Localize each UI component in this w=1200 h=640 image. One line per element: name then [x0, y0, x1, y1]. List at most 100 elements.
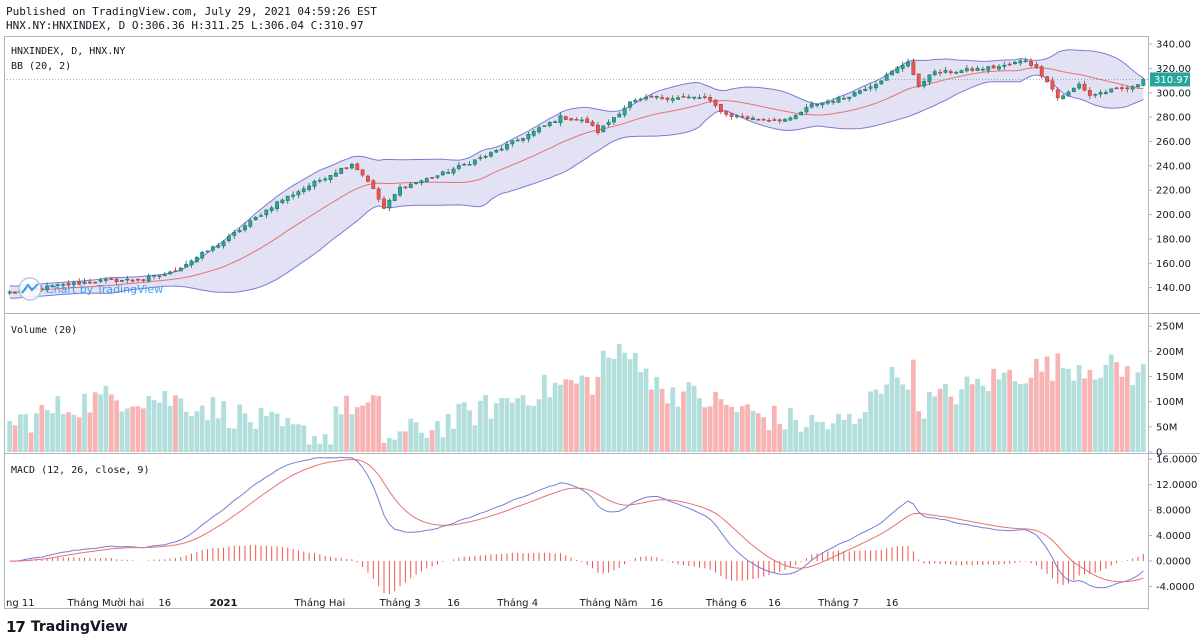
candle[interactable] [55, 283, 60, 288]
candle[interactable] [858, 88, 862, 95]
candle[interactable] [676, 95, 681, 100]
volume-bar[interactable] [424, 437, 430, 452]
volume-bar[interactable] [921, 418, 927, 452]
volume-bar[interactable] [344, 395, 349, 452]
candle[interactable] [777, 118, 782, 124]
candle[interactable] [1125, 85, 1130, 93]
candle[interactable] [387, 198, 392, 212]
candle[interactable] [1018, 59, 1023, 66]
candle[interactable] [932, 69, 937, 77]
candle[interactable] [152, 274, 156, 280]
volume-bar[interactable] [782, 429, 788, 452]
volume-bar[interactable] [173, 395, 178, 452]
candle[interactable] [820, 102, 825, 109]
volume-bar[interactable] [17, 414, 23, 452]
volume-bar[interactable] [643, 368, 649, 452]
volume-bar[interactable] [349, 414, 355, 452]
candle[interactable] [735, 114, 739, 119]
candle[interactable] [916, 73, 921, 88]
candle[interactable] [162, 271, 167, 277]
candle[interactable] [1114, 86, 1119, 90]
volume-bar[interactable] [889, 366, 895, 452]
volume-bar[interactable] [755, 413, 761, 452]
volume-bar[interactable] [504, 398, 510, 452]
volume-bar[interactable] [87, 412, 93, 452]
volume-bar[interactable] [317, 443, 323, 452]
candle[interactable] [451, 166, 456, 176]
candle[interactable] [350, 162, 354, 170]
volume-bar[interactable] [1092, 379, 1098, 452]
volume-bar[interactable] [1001, 372, 1007, 452]
volume-bar[interactable] [964, 376, 970, 452]
candle[interactable] [601, 125, 606, 133]
candle[interactable] [825, 98, 830, 106]
candle[interactable] [665, 96, 670, 103]
volume-bar[interactable] [263, 415, 269, 452]
volume-bar[interactable] [28, 432, 34, 452]
candle[interactable] [237, 227, 242, 233]
volume-bar[interactable] [1060, 367, 1066, 452]
candle[interactable] [745, 115, 750, 121]
volume-bar[interactable] [788, 407, 793, 452]
volume-bar[interactable] [600, 350, 606, 452]
candle[interactable] [980, 66, 985, 72]
candle[interactable] [815, 103, 820, 108]
candle[interactable] [724, 110, 729, 118]
candle[interactable] [783, 117, 787, 122]
volume-bar[interactable] [221, 401, 226, 452]
volume-bar[interactable] [1044, 356, 1050, 452]
volume-bar[interactable] [413, 422, 419, 452]
volume-bar[interactable] [205, 420, 210, 452]
candle[interactable] [168, 270, 173, 275]
volume-bar[interactable] [146, 396, 152, 452]
volume-bar[interactable] [638, 372, 644, 452]
candle[interactable] [943, 67, 948, 74]
volume-bar[interactable] [520, 395, 526, 452]
candle[interactable] [157, 275, 162, 280]
volume-bar[interactable] [531, 406, 537, 452]
volume-bar[interactable] [975, 378, 980, 452]
volume-bar[interactable] [237, 404, 242, 452]
volume-bar[interactable] [189, 416, 194, 452]
volume-bar[interactable] [451, 428, 456, 452]
candle[interactable] [579, 117, 584, 124]
volume-bar[interactable] [322, 434, 328, 452]
volume-bar[interactable] [509, 402, 515, 452]
volume-bar[interactable] [1028, 377, 1034, 452]
volume-bar[interactable] [1050, 380, 1055, 452]
footer-brand[interactable]: 𝟭𝟳 TradingView [6, 618, 128, 636]
candle[interactable] [729, 113, 734, 120]
volume-bar[interactable] [1071, 380, 1077, 452]
volume-bar[interactable] [980, 385, 986, 452]
candle[interactable] [446, 168, 451, 175]
candle[interactable] [574, 117, 579, 121]
volume-bar[interactable] [435, 421, 440, 452]
candle[interactable] [986, 65, 991, 74]
candle[interactable] [505, 141, 509, 152]
candle[interactable] [569, 117, 574, 122]
candle[interactable] [1130, 84, 1135, 93]
volume-bar[interactable] [985, 391, 991, 452]
candle[interactable] [970, 66, 975, 73]
candle[interactable] [104, 276, 108, 284]
volume-bar[interactable] [157, 402, 162, 452]
volume-bar[interactable] [1130, 385, 1136, 452]
candle[interactable] [884, 72, 889, 81]
candle[interactable] [1071, 87, 1076, 92]
volume-bar[interactable] [937, 388, 943, 452]
candle[interactable] [221, 239, 226, 249]
volume-bar[interactable] [403, 431, 408, 452]
candle[interactable] [954, 70, 959, 75]
candle[interactable] [275, 200, 279, 212]
candle[interactable] [633, 98, 638, 103]
candle[interactable] [1120, 85, 1124, 92]
volume-bar[interactable] [536, 399, 542, 452]
volume-bar[interactable] [397, 431, 403, 452]
volume-bar[interactable] [114, 400, 119, 452]
volume-bar[interactable] [312, 435, 317, 452]
candle[interactable] [906, 58, 910, 68]
candle[interactable] [360, 169, 365, 178]
candle[interactable] [922, 77, 926, 89]
volume-bar[interactable] [648, 389, 654, 452]
